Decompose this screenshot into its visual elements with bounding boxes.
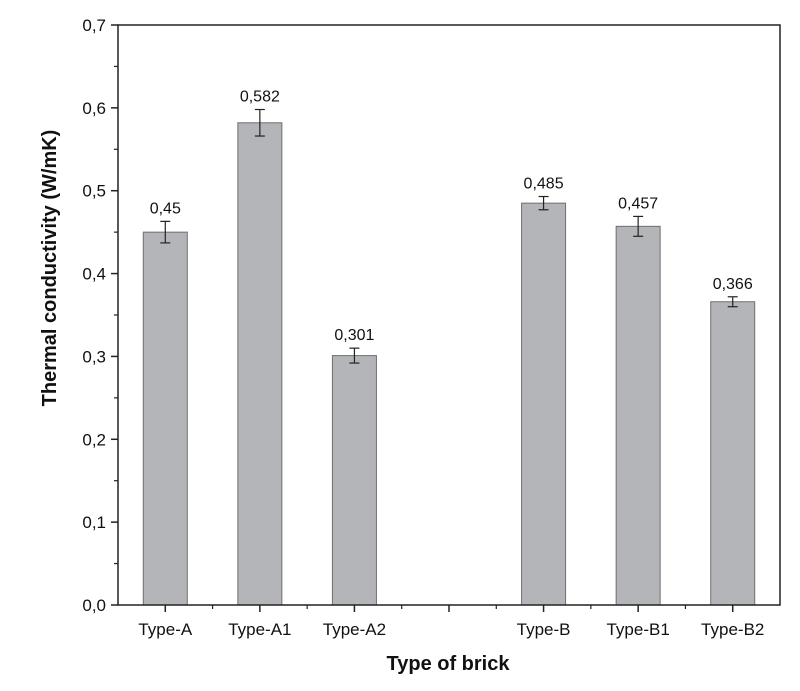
bar: [710, 301, 756, 606]
y-tick-label: 0,4: [82, 265, 106, 284]
data-label: 0,485: [524, 176, 564, 193]
labels-layer: 0,0 0,1 0,2 0,3 0,4 0,5 0,6 0,7 Type-A 0,45 Type-A…: [82, 16, 764, 639]
x-tick-label: Type-B: [517, 620, 571, 639]
y-tick-label: 0,1: [82, 513, 106, 532]
data-label: 0,582: [240, 89, 280, 106]
bar: [331, 355, 377, 606]
bar: [615, 225, 661, 606]
x-tick-label: Type-B2: [701, 620, 764, 639]
data-label: 0,457: [618, 195, 658, 212]
x-tick-label: Type-A2: [323, 620, 386, 639]
y-tick-label: 0,0: [82, 596, 106, 615]
bar: [142, 231, 188, 606]
y-tick-label: 0,7: [82, 16, 106, 35]
x-axis-title: Type of brick: [387, 653, 511, 675]
x-tick-label: Type-A: [138, 620, 193, 639]
y-tick-label: 0,5: [82, 182, 106, 201]
plot-frame: [117, 24, 781, 606]
data-label: 0,45: [150, 200, 181, 217]
y-tick-label: 0,2: [82, 430, 106, 449]
y-axis-title: Thermal conductivity (W/mK): [39, 130, 61, 407]
bar: [237, 122, 283, 606]
bars-layer: [142, 108, 756, 606]
x-tick-label: Type-B1: [606, 620, 669, 639]
y-tick-label: 0,3: [82, 347, 106, 366]
bar: [521, 202, 567, 606]
data-label: 0,301: [334, 327, 374, 344]
y-tick-label: 0,6: [82, 99, 106, 118]
data-label: 0,366: [713, 276, 753, 293]
x-tick-label: Type-A1: [228, 620, 291, 639]
axes-layer: [111, 24, 781, 612]
